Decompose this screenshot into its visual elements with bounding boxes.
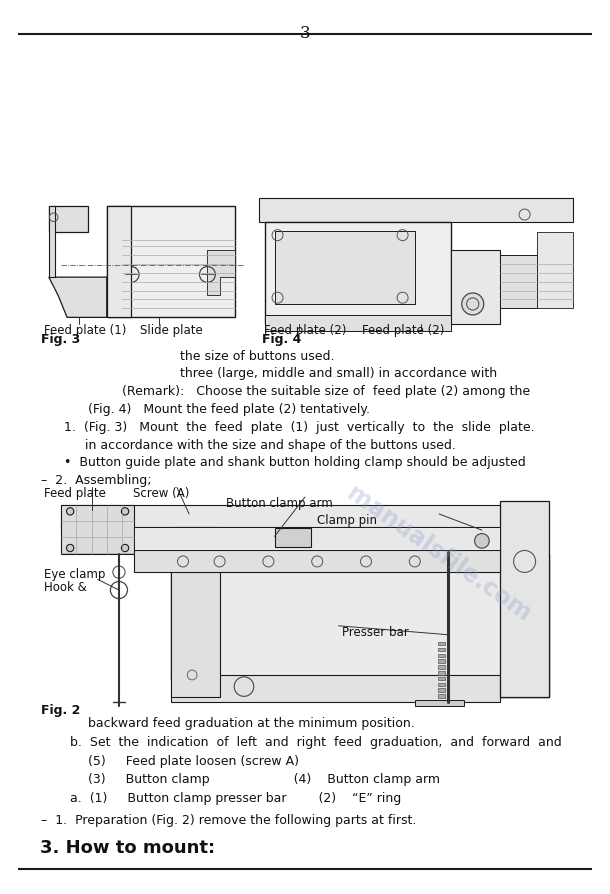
Text: Fig. 4: Fig. 4	[262, 333, 302, 347]
Polygon shape	[134, 550, 500, 572]
Polygon shape	[438, 694, 445, 697]
Polygon shape	[438, 642, 445, 645]
Polygon shape	[500, 501, 549, 697]
Polygon shape	[438, 683, 445, 687]
Polygon shape	[61, 505, 134, 554]
Polygon shape	[171, 675, 500, 702]
Text: Clamp pin: Clamp pin	[317, 514, 377, 527]
Text: b.  Set  the  indication  of  left  and  right  feed  graduation,  and  forward : b. Set the indication of left and right …	[70, 736, 562, 749]
Polygon shape	[171, 527, 220, 697]
Polygon shape	[107, 206, 131, 317]
Text: •  Button guide plate and shank button holding clamp should be adjusted: • Button guide plate and shank button ho…	[64, 456, 526, 469]
Text: Slide plate: Slide plate	[140, 324, 203, 337]
Polygon shape	[438, 654, 445, 657]
Circle shape	[475, 534, 489, 548]
Text: Screw (A): Screw (A)	[133, 487, 189, 501]
Polygon shape	[438, 647, 445, 651]
Polygon shape	[265, 315, 451, 331]
Text: Feed plate (2): Feed plate (2)	[362, 324, 444, 337]
Polygon shape	[61, 505, 537, 527]
Circle shape	[66, 544, 74, 552]
Text: Hook &: Hook &	[44, 581, 87, 595]
Polygon shape	[438, 665, 445, 669]
Circle shape	[66, 508, 74, 515]
Text: Feed plate: Feed plate	[44, 487, 106, 501]
Polygon shape	[274, 231, 415, 304]
Polygon shape	[171, 554, 549, 697]
Text: 3: 3	[300, 25, 310, 42]
Text: Fig. 2: Fig. 2	[41, 704, 81, 718]
Polygon shape	[107, 206, 235, 317]
Text: (5)     Feed plate loosen (screw A): (5) Feed plate loosen (screw A)	[88, 755, 300, 768]
Text: three (large, middle and small) in accordance with: three (large, middle and small) in accor…	[180, 367, 497, 381]
Polygon shape	[415, 700, 464, 706]
Polygon shape	[438, 677, 445, 680]
Circle shape	[462, 293, 484, 315]
Text: manualsfile.com: manualsfile.com	[343, 482, 536, 627]
Text: Feed plate (2): Feed plate (2)	[264, 324, 346, 337]
Polygon shape	[265, 222, 451, 324]
Polygon shape	[451, 250, 500, 324]
Text: –  1.  Preparation (Fig. 2) remove the following parts at first.: – 1. Preparation (Fig. 2) remove the fol…	[41, 814, 417, 827]
Polygon shape	[49, 277, 107, 317]
Text: Feed plate (1): Feed plate (1)	[44, 324, 126, 337]
Polygon shape	[438, 688, 445, 692]
Text: –  2.  Assembling;: – 2. Assembling;	[41, 474, 152, 487]
Text: Presser bar: Presser bar	[342, 626, 408, 639]
Text: the size of buttons used.: the size of buttons used.	[180, 350, 334, 363]
Text: (Fig. 4)   Mount the feed plate (2) tentatively.: (Fig. 4) Mount the feed plate (2) tentat…	[88, 403, 370, 417]
Polygon shape	[438, 670, 445, 674]
Text: in accordance with the size and shape of the buttons used.: in accordance with the size and shape of…	[85, 439, 456, 452]
Text: Eye clamp: Eye clamp	[44, 568, 106, 581]
Circle shape	[121, 508, 129, 515]
Polygon shape	[259, 198, 573, 222]
Text: (3)     Button clamp                     (4)    Button clamp arm: (3) Button clamp (4) Button clamp arm	[88, 773, 440, 787]
Text: backward feed graduation at the minimum position.: backward feed graduation at the minimum …	[88, 717, 415, 730]
Polygon shape	[438, 659, 445, 662]
Polygon shape	[134, 527, 500, 550]
Text: Fig. 3: Fig. 3	[41, 333, 81, 347]
Text: 1.  (Fig. 3)   Mount  the  feed  plate  (1)  just  vertically  to  the  slide  p: 1. (Fig. 3) Mount the feed plate (1) jus…	[64, 421, 535, 434]
Text: 3. How to mount:: 3. How to mount:	[40, 839, 215, 856]
Polygon shape	[500, 255, 537, 308]
Circle shape	[121, 544, 129, 552]
Polygon shape	[49, 206, 55, 277]
Polygon shape	[207, 250, 235, 295]
Text: a.  (1)     Button clamp presser bar        (2)    “E” ring: a. (1) Button clamp presser bar (2) “E” …	[70, 792, 401, 805]
Text: Button clamp arm: Button clamp arm	[226, 497, 332, 510]
Polygon shape	[49, 206, 88, 232]
Text: (Remark):   Choose the suitable size of  feed plate (2) among the: (Remark): Choose the suitable size of fe…	[122, 385, 530, 399]
Polygon shape	[537, 232, 573, 308]
Polygon shape	[274, 528, 311, 547]
